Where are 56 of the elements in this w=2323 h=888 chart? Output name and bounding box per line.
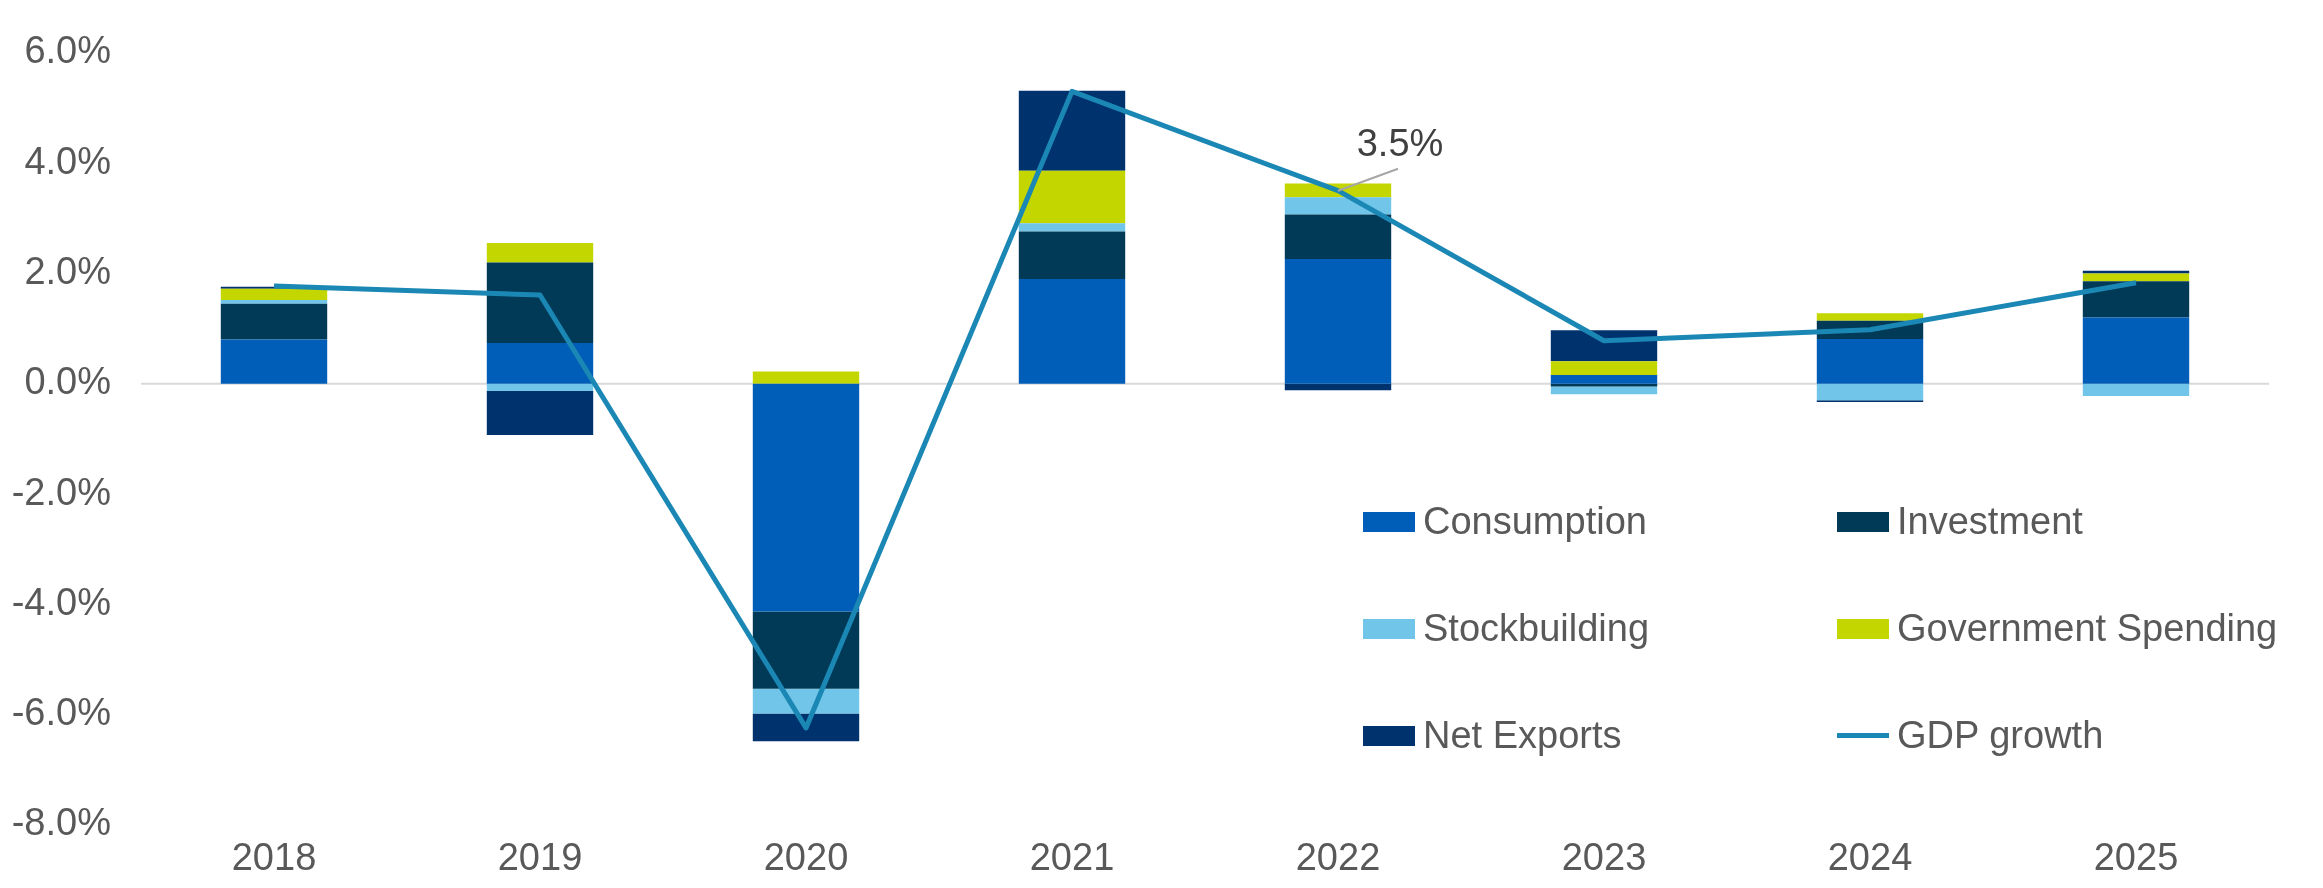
- bar: [2082, 383, 2190, 396]
- bar: [486, 342, 594, 384]
- bar: [752, 371, 860, 384]
- legend-label: Net Exports: [1423, 714, 1622, 757]
- bar: [220, 288, 328, 300]
- bar: [1284, 214, 1392, 260]
- bar: [1550, 383, 1658, 387]
- y-tick-label: -2.0%: [11, 470, 111, 513]
- x-tick-label: 2024: [1827, 836, 1913, 879]
- y-tick-label: -8.0%: [11, 801, 111, 844]
- bar: [1018, 90, 1126, 171]
- y-tick-label: -6.0%: [11, 691, 111, 734]
- bar: [2082, 273, 2190, 282]
- legend-label: Stockbuilding: [1423, 607, 1650, 650]
- bar: [2082, 317, 2190, 384]
- bar: [220, 303, 328, 340]
- x-tick-label: 2019: [497, 836, 583, 879]
- y-tick-label: 2.0%: [24, 249, 111, 292]
- bar: [1816, 313, 1924, 321]
- bar: [1816, 383, 1924, 401]
- y-tick-label: -4.0%: [11, 580, 111, 623]
- bar: [752, 713, 860, 742]
- legend-label: Investment: [1897, 500, 2083, 543]
- bar: [1550, 374, 1658, 384]
- x-tick-label: 2022: [1295, 836, 1381, 879]
- y-tick-label: 4.0%: [24, 139, 111, 182]
- bar: [1018, 278, 1126, 384]
- bar: [220, 339, 328, 384]
- bar: [486, 262, 594, 343]
- annotation: 3.5%: [1356, 122, 1444, 165]
- x-tick-label: 2020: [763, 836, 849, 879]
- bar: [752, 611, 860, 689]
- y-tick-label: 6.0%: [24, 29, 111, 72]
- y-tick-label: 0.0%: [24, 360, 111, 403]
- bar: [486, 383, 594, 391]
- bar: [1018, 231, 1126, 279]
- bar: [486, 243, 594, 263]
- x-tick-label: 2025: [2093, 836, 2179, 879]
- x-tick-label: 2023: [1561, 836, 1647, 879]
- bar: [1018, 170, 1126, 224]
- bar: [2082, 281, 2190, 318]
- legend-label: Government Spending: [1897, 607, 2278, 650]
- bar: [1018, 223, 1126, 232]
- bar: [1816, 339, 1924, 384]
- bar: [1550, 361, 1658, 375]
- x-tick-label: 2021: [1029, 836, 1115, 879]
- bar: [1550, 386, 1658, 395]
- x-tick-label: 2018: [231, 836, 317, 879]
- bar: [752, 383, 860, 612]
- bar: [1284, 197, 1392, 215]
- bar: [1284, 259, 1392, 384]
- legend-label: Consumption: [1423, 500, 1647, 543]
- bar: [486, 390, 594, 436]
- legend-label: GDP growth: [1897, 714, 2104, 757]
- bar: [1284, 383, 1392, 391]
- bar: [220, 299, 328, 304]
